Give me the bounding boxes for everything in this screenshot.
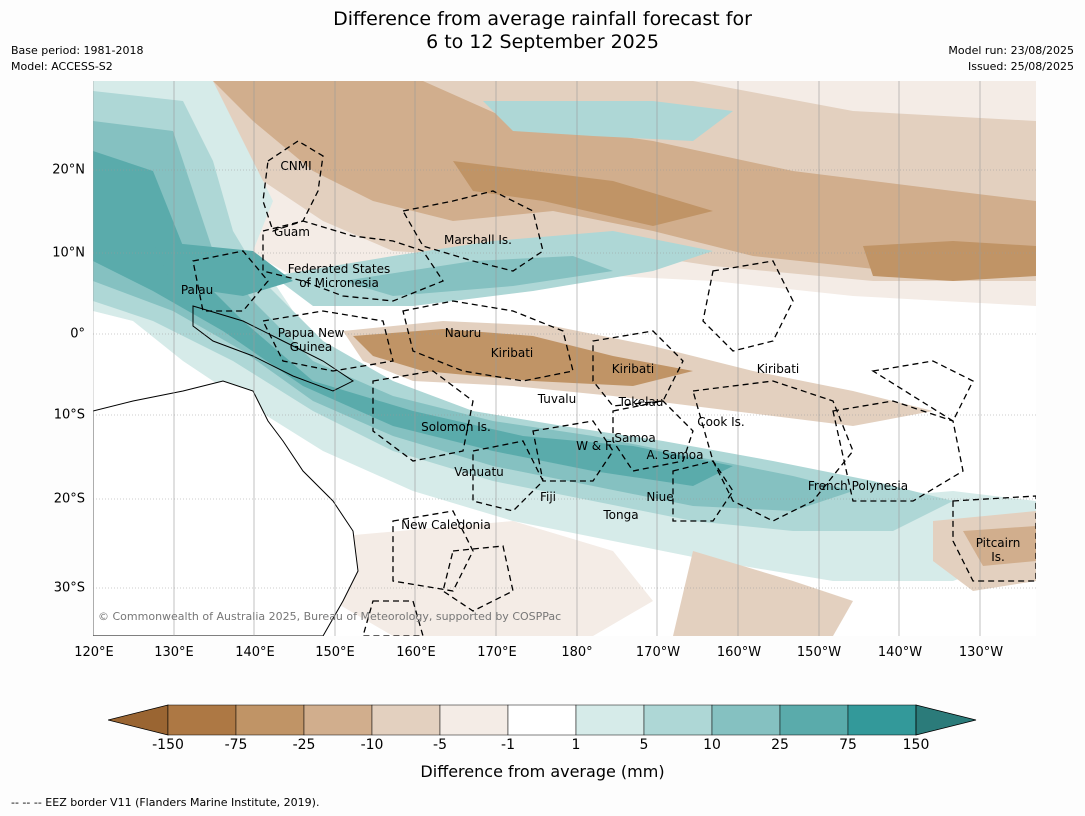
label-palau: Palau bbox=[180, 283, 214, 297]
x-tick-160w: 160°W bbox=[716, 645, 762, 660]
colorbar-title: Difference from average (mm) bbox=[420, 762, 665, 781]
colorbar-tick-label: 1 bbox=[571, 737, 581, 753]
colorbar-tick-label: -150 bbox=[152, 737, 184, 753]
colorbar-tick-label: 150 bbox=[902, 737, 930, 753]
label-american-samoa: A. Samoa bbox=[646, 448, 704, 462]
colorbar-segment bbox=[439, 704, 509, 736]
y-tick-10n: 10°N bbox=[52, 245, 85, 261]
y-tick-0: 0° bbox=[70, 326, 85, 342]
colorbar-segment bbox=[711, 704, 781, 736]
x-tick-140e: 140°E bbox=[235, 645, 275, 660]
colorbar-segment bbox=[167, 704, 237, 736]
colorbar-segment-low-extend bbox=[108, 704, 169, 736]
colorbar-segment bbox=[575, 704, 645, 736]
x-tick-130w: 130°W bbox=[958, 645, 1004, 660]
x-tick-140w: 140°W bbox=[877, 645, 923, 660]
x-tick-170w: 170°W bbox=[635, 645, 681, 660]
colorbar-segment bbox=[235, 704, 305, 736]
colorbar-segment bbox=[779, 704, 849, 736]
colorbar-tick-label: -75 bbox=[224, 737, 248, 753]
rainfall-contours bbox=[93, 81, 1036, 636]
colorbar-segment bbox=[847, 704, 917, 736]
label-kiribati-central: Kiribati bbox=[611, 362, 655, 376]
label-wallis-futuna: W & F bbox=[576, 439, 612, 453]
label-cnmi: CNMI bbox=[280, 159, 312, 173]
colorbar-segment-high-extend bbox=[915, 704, 977, 736]
label-png-line2: Guinea bbox=[289, 340, 333, 354]
y-tick-20n: 20°N bbox=[52, 162, 85, 178]
rainfall-map[interactable] bbox=[93, 81, 1036, 636]
colorbar-tick-label: 25 bbox=[771, 737, 789, 753]
colorbar-segment bbox=[643, 704, 713, 736]
x-tick-130e: 130°E bbox=[154, 645, 194, 660]
label-fsm-line2: of Micronesia bbox=[299, 276, 379, 290]
copyright-notice: © Commonwealth of Australia 2025, Bureau… bbox=[98, 610, 562, 623]
meta-right: Model run: 23/08/2025 Issued: 25/08/2025 bbox=[948, 43, 1074, 75]
label-fsm-line1: Federated States bbox=[287, 262, 391, 276]
label-nauru: Nauru bbox=[444, 326, 482, 340]
colorbar-tick-label: 75 bbox=[839, 737, 857, 753]
label-niue: Niue bbox=[646, 490, 674, 504]
colorbar-segment bbox=[507, 704, 577, 736]
y-tick-10s: 10°S bbox=[53, 407, 85, 423]
y-tick-30s: 30°S bbox=[53, 580, 85, 596]
label-png-line1: Papua New bbox=[277, 326, 345, 340]
eez-footnote: -- -- -- EEZ border V11 (Flanders Marine… bbox=[11, 796, 320, 809]
x-tick-170e: 170°E bbox=[477, 645, 517, 660]
meta-left: Base period: 1981-2018 Model: ACCESS-S2 bbox=[11, 43, 143, 75]
base-period: Base period: 1981-2018 bbox=[11, 44, 144, 57]
x-tick-150w: 150°W bbox=[796, 645, 842, 660]
colorbar-tick-label: -5 bbox=[433, 737, 447, 753]
label-tokelau: Tokelau bbox=[618, 395, 664, 409]
issued-date: Issued: 25/08/2025 bbox=[967, 60, 1074, 73]
x-tick-150e: 150°E bbox=[315, 645, 355, 660]
model-run: Model run: 23/08/2025 bbox=[948, 44, 1074, 57]
colorbar-tick-label: -1 bbox=[501, 737, 515, 753]
label-guam: Guam bbox=[274, 225, 310, 239]
colorbar-tick-label: -25 bbox=[292, 737, 316, 753]
label-vanuatu: Vanuatu bbox=[454, 465, 504, 479]
title-line-1: Difference from average rainfall forecas… bbox=[333, 8, 752, 30]
y-tick-20s: 20°S bbox=[53, 491, 85, 507]
label-fiji: Fiji bbox=[539, 490, 557, 504]
x-tick-160e: 160°E bbox=[396, 645, 436, 660]
label-samoa: Samoa bbox=[614, 431, 656, 445]
colorbar-segment bbox=[371, 704, 441, 736]
model-name: Model: ACCESS-S2 bbox=[11, 60, 113, 73]
title-line-2: 6 to 12 September 2025 bbox=[426, 31, 659, 53]
colorbar bbox=[108, 704, 977, 736]
label-pitcairn-line2: Is. bbox=[991, 550, 1005, 564]
colorbar-segment bbox=[303, 704, 373, 736]
label-cook-is: Cook Is. bbox=[697, 415, 745, 429]
label-solomon-is: Solomon Is. bbox=[421, 420, 491, 434]
colorbar-tick-label: 10 bbox=[703, 737, 721, 753]
label-marshall-is: Marshall Is. bbox=[444, 233, 512, 247]
label-pitcairn-line1: Pitcairn bbox=[975, 536, 1021, 550]
colorbar-tick-label: -10 bbox=[360, 737, 384, 753]
label-french-polynesia: French Polynesia bbox=[807, 479, 909, 493]
map-title: Difference from average rainfall forecas… bbox=[0, 8, 1085, 54]
colorbar-tick-label: 5 bbox=[639, 737, 649, 753]
x-tick-120e: 120°E bbox=[74, 645, 114, 660]
label-tonga: Tonga bbox=[603, 508, 639, 522]
label-kiribati-east: Kiribati bbox=[756, 362, 800, 376]
label-tuvalu: Tuvalu bbox=[537, 392, 577, 406]
label-new-caledonia: New Caledonia bbox=[401, 518, 491, 532]
x-tick-180: 180° bbox=[561, 645, 593, 660]
label-kiribati-west: Kiribati bbox=[490, 346, 534, 360]
